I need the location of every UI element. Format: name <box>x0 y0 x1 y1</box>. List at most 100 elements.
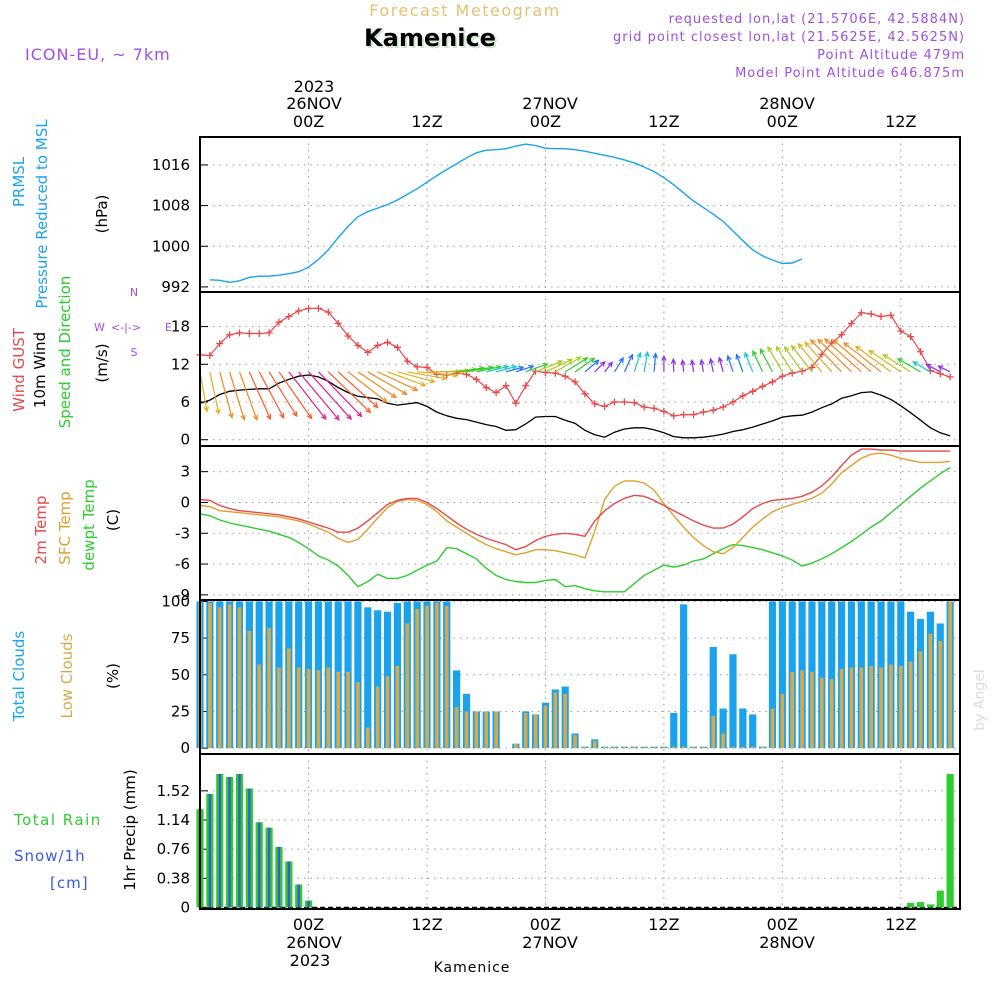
wind-arrow-shaft <box>759 348 773 373</box>
wind-arrow-head <box>511 364 518 371</box>
low-cloud-bar <box>365 727 370 749</box>
low-cloud-bar <box>898 666 903 749</box>
gust-point <box>374 341 382 349</box>
gust-point <box>334 319 342 327</box>
wind-arrow-head <box>306 413 313 420</box>
wind-arrow-shaft <box>623 354 633 373</box>
wind-arrow-shaft <box>219 371 233 418</box>
wind-arrow-shaft <box>727 355 734 373</box>
rain-bar <box>926 904 934 908</box>
wind-arrow-head <box>372 402 379 409</box>
wind-arrow-head <box>582 357 589 363</box>
total-cloud-bar <box>354 601 362 749</box>
wind-arrow-head <box>911 361 919 367</box>
clouds-ytick-label: 100 <box>161 592 190 610</box>
pressure-ytick-label: 1016 <box>152 156 190 174</box>
low-cloud-bar <box>257 664 262 749</box>
wind-arrow-head <box>708 357 715 364</box>
top-time-tick-label: 12Z <box>411 112 442 131</box>
low-cloud-bar <box>267 627 271 749</box>
wind-ytick-label: 18 <box>171 318 190 336</box>
wind-arrow-shaft <box>633 352 641 373</box>
wind-arrow-shaft <box>784 346 803 373</box>
wind-direction-arrow <box>347 371 388 403</box>
precip-label-rain: Total Rain <box>13 811 102 829</box>
snow-bar <box>218 773 221 908</box>
wind-arrow-head <box>775 345 781 352</box>
low-cloud-bar <box>425 605 429 749</box>
precip-ylabel: 1hr Precip (mm) <box>121 769 139 890</box>
low-cloud-bar <box>652 746 656 749</box>
gust-point <box>571 378 579 386</box>
wind-arrow-head <box>842 342 850 348</box>
wind-direction-arrow <box>708 357 715 372</box>
wind-direction-arrow <box>288 371 327 421</box>
wind-arrow-head <box>670 357 677 365</box>
precip-label-snow-unit: [cm] <box>50 874 89 892</box>
wind-arrow-shaft <box>736 354 744 373</box>
wind-direction-arrow <box>854 345 892 373</box>
precip-ytick-label: 0 <box>180 898 190 916</box>
wind-arrow-head <box>292 410 298 418</box>
low-cloud-bar <box>533 714 538 749</box>
total-cloud-bar <box>818 601 826 749</box>
gust-point <box>739 392 747 400</box>
wind-arrow-head <box>628 353 634 360</box>
low-cloud-bar <box>435 602 439 749</box>
bottom-time-tick-label: 00Z <box>530 915 561 934</box>
wind-arrow-shaft <box>775 346 793 373</box>
wind-arrow-head <box>823 338 830 344</box>
gust-point <box>472 375 480 383</box>
gust-point <box>680 411 688 419</box>
gust-point <box>670 412 678 420</box>
wind-speed-line <box>199 374 951 439</box>
wind-direction-arrow <box>486 364 510 373</box>
wind-arrow-shaft <box>653 353 657 372</box>
top-date-label-26nov: 26NOV <box>286 94 342 113</box>
pressure-panel: 992 1000 1008 1016 <box>152 137 960 296</box>
low-cloud-bar <box>879 667 883 749</box>
wind-arrow-shaft <box>268 371 298 417</box>
low-cloud-bar <box>208 602 212 749</box>
clouds-ytick-label: 75 <box>171 629 190 647</box>
snow-bar <box>277 846 281 908</box>
wind-direction-arrow <box>817 338 852 373</box>
wind-arrow-head <box>228 412 234 419</box>
gust-point <box>709 406 717 414</box>
low-cloud-bar <box>908 661 913 749</box>
top-time-tick-label: 00Z <box>767 112 798 131</box>
temp-ylabel-dewpt: dewpt Temp <box>80 479 98 570</box>
low-cloud-bar <box>602 746 607 749</box>
wind-direction-arrow <box>823 338 862 373</box>
snow-bar <box>208 793 212 908</box>
wind-arrow-head <box>589 357 596 363</box>
wind-direction-arrow <box>209 371 221 416</box>
gust-point <box>778 372 786 380</box>
low-cloud-bar <box>316 670 321 749</box>
rain-bar <box>946 773 954 908</box>
wind-arrow-shaft <box>209 371 220 414</box>
low-cloud-bar <box>227 604 232 749</box>
snow-bar <box>297 884 300 908</box>
total-cloud-bar <box>729 654 737 749</box>
wind-direction-arrow <box>767 345 783 373</box>
low-cloud-bar <box>612 746 617 749</box>
wind-arrow-head <box>252 414 259 422</box>
gust-point <box>601 402 609 410</box>
point-altitude: Point Altitude 479m <box>817 48 965 63</box>
wind-direction-arrow <box>925 363 941 373</box>
wind-arrow-shaft <box>505 366 524 373</box>
wind-arrow-shaft <box>229 371 245 420</box>
gust-point <box>867 310 875 318</box>
bottom-date-label-28nov: 28NOV <box>759 933 815 952</box>
low-cloud-bar <box>790 671 795 749</box>
snow-bar <box>238 773 241 908</box>
wind-arrow-shaft <box>752 350 764 373</box>
wind-direction-arrow <box>882 353 911 373</box>
top-date-label-28nov: 28NOV <box>759 94 815 113</box>
wind-direction-arrow <box>199 371 209 413</box>
temp-ylabel-sfc: SFC Temp <box>56 491 74 564</box>
bottom-time-tick-label: 12Z <box>885 915 916 934</box>
wind-arrow-head <box>240 414 246 422</box>
wind-direction-arrow <box>367 371 408 395</box>
